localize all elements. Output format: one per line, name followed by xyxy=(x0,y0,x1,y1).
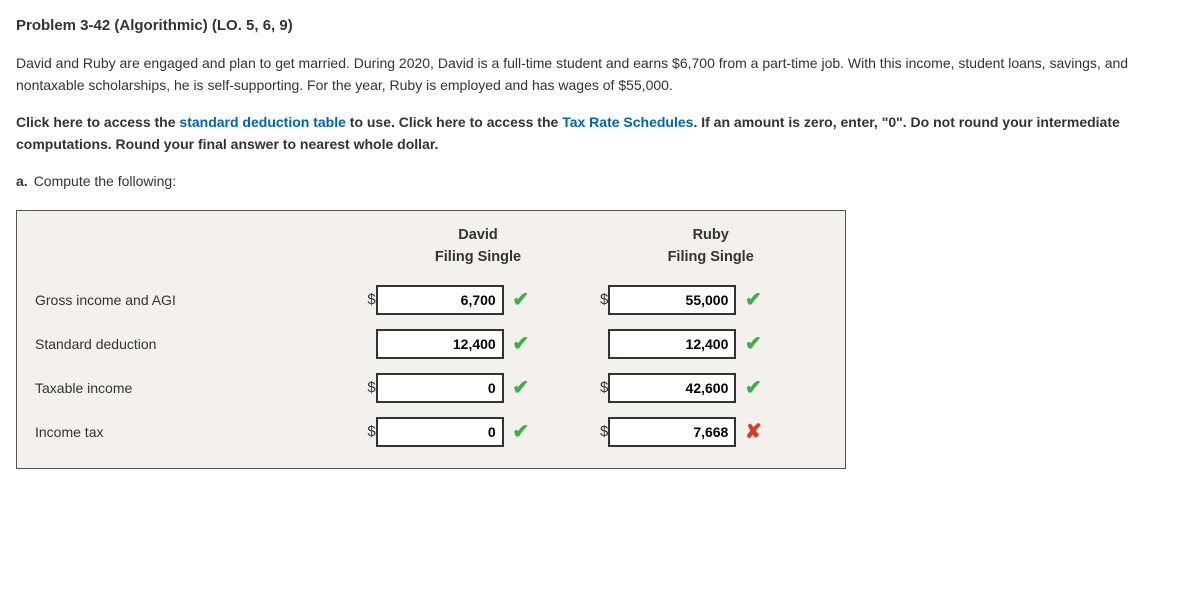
col-header-ruby: Ruby Filing Single xyxy=(594,225,827,269)
david-gross-income-input[interactable] xyxy=(376,285,504,315)
currency-symbol: $ xyxy=(362,288,376,312)
standard-deduction-link[interactable]: standard deduction table xyxy=(179,114,345,130)
col-header-ruby-name: Ruby xyxy=(594,225,827,247)
col-header-david: David Filing Single xyxy=(362,225,595,269)
question-line: a. Compute the following: xyxy=(16,170,1184,192)
table-row: Income tax $ ✔ $ ✘ xyxy=(35,410,827,454)
currency-symbol: $ xyxy=(594,376,608,400)
currency-symbol: $ xyxy=(362,376,376,400)
problem-paragraph-1: David and Ruby are engaged and plan to g… xyxy=(16,52,1184,97)
ruby-income-tax-input[interactable] xyxy=(608,417,736,447)
tax-rate-schedules-link[interactable]: Tax Rate Schedules xyxy=(562,114,693,130)
cross-icon: ✘ xyxy=(742,416,764,448)
david-taxable-income-input[interactable] xyxy=(376,373,504,403)
answer-table: David Filing Single Ruby Filing Single G… xyxy=(16,210,846,470)
david-income-tax-input[interactable] xyxy=(376,417,504,447)
check-icon: ✔ xyxy=(742,284,764,316)
ruby-taxable-income-input[interactable] xyxy=(608,373,736,403)
check-icon: ✔ xyxy=(742,328,764,360)
row-label: Standard deduction xyxy=(35,333,362,355)
problem-paragraph-2: Click here to access the standard deduct… xyxy=(16,111,1184,156)
table-row: Gross income and AGI $ ✔ $ ✔ xyxy=(35,278,827,322)
check-icon: ✔ xyxy=(742,372,764,404)
currency-symbol: $ xyxy=(362,420,376,444)
ruby-std-deduction-input[interactable] xyxy=(608,329,736,359)
problem-title: Problem 3-42 (Algorithmic) (LO. 5, 6, 9) xyxy=(16,14,1184,38)
table-row: Taxable income $ ✔ $ ✔ xyxy=(35,366,827,410)
row-label: Gross income and AGI xyxy=(35,289,362,311)
para2-text-b: to use. Click here to access the xyxy=(346,114,562,130)
question-letter: a. xyxy=(16,173,28,189)
check-icon: ✔ xyxy=(510,284,532,316)
col-header-david-name: David xyxy=(362,225,595,247)
david-std-deduction-input[interactable] xyxy=(376,329,504,359)
row-label: Income tax xyxy=(35,421,362,443)
check-icon: ✔ xyxy=(510,328,532,360)
row-label: Taxable income xyxy=(35,377,362,399)
para2-text-a: Click here to access the xyxy=(16,114,179,130)
question-text: Compute the following: xyxy=(34,173,176,189)
currency-symbol: $ xyxy=(594,288,608,312)
check-icon: ✔ xyxy=(510,416,532,448)
col-header-ruby-sub: Filing Single xyxy=(594,247,827,269)
currency-symbol: $ xyxy=(594,420,608,444)
ruby-gross-income-input[interactable] xyxy=(608,285,736,315)
check-icon: ✔ xyxy=(510,372,532,404)
table-row: Standard deduction ✔ ✔ xyxy=(35,322,827,366)
col-header-david-sub: Filing Single xyxy=(362,247,595,269)
